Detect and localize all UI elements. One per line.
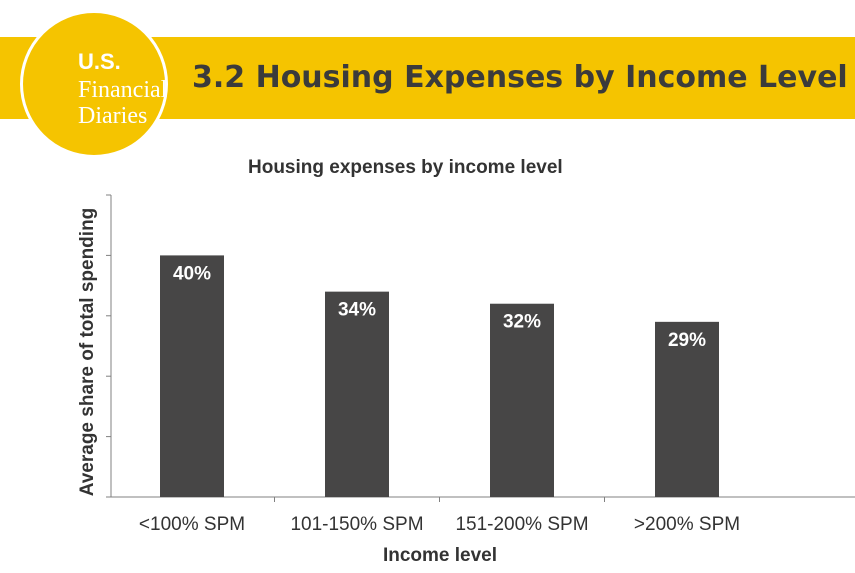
x-tick-label: >200% SPM [634, 514, 740, 535]
logo-line-diaries: Diaries [78, 103, 148, 129]
x-tick-label: 101-150% SPM [290, 514, 423, 535]
data-label: 29% [668, 330, 706, 351]
x-axis-label: Income level [383, 545, 497, 566]
bar [160, 255, 224, 497]
data-label: 32% [503, 312, 541, 333]
logo-line-us: U.S. [78, 49, 121, 74]
logo-line-financial: Financial [78, 77, 168, 103]
x-tick-label: 151-200% SPM [455, 514, 588, 535]
data-label: 34% [338, 300, 376, 321]
data-label: 40% [173, 263, 211, 284]
y-axis-label: Average share of total spending [77, 208, 98, 497]
page-title: 3.2 Housing Expenses by Income Level [192, 60, 848, 95]
bar [325, 291, 389, 497]
chart-title: Housing expenses by income level [248, 157, 563, 178]
logo: U.S. Financial Diaries [20, 10, 168, 158]
x-tick-label: <100% SPM [139, 514, 245, 535]
bar [490, 303, 554, 497]
bar [655, 321, 719, 497]
